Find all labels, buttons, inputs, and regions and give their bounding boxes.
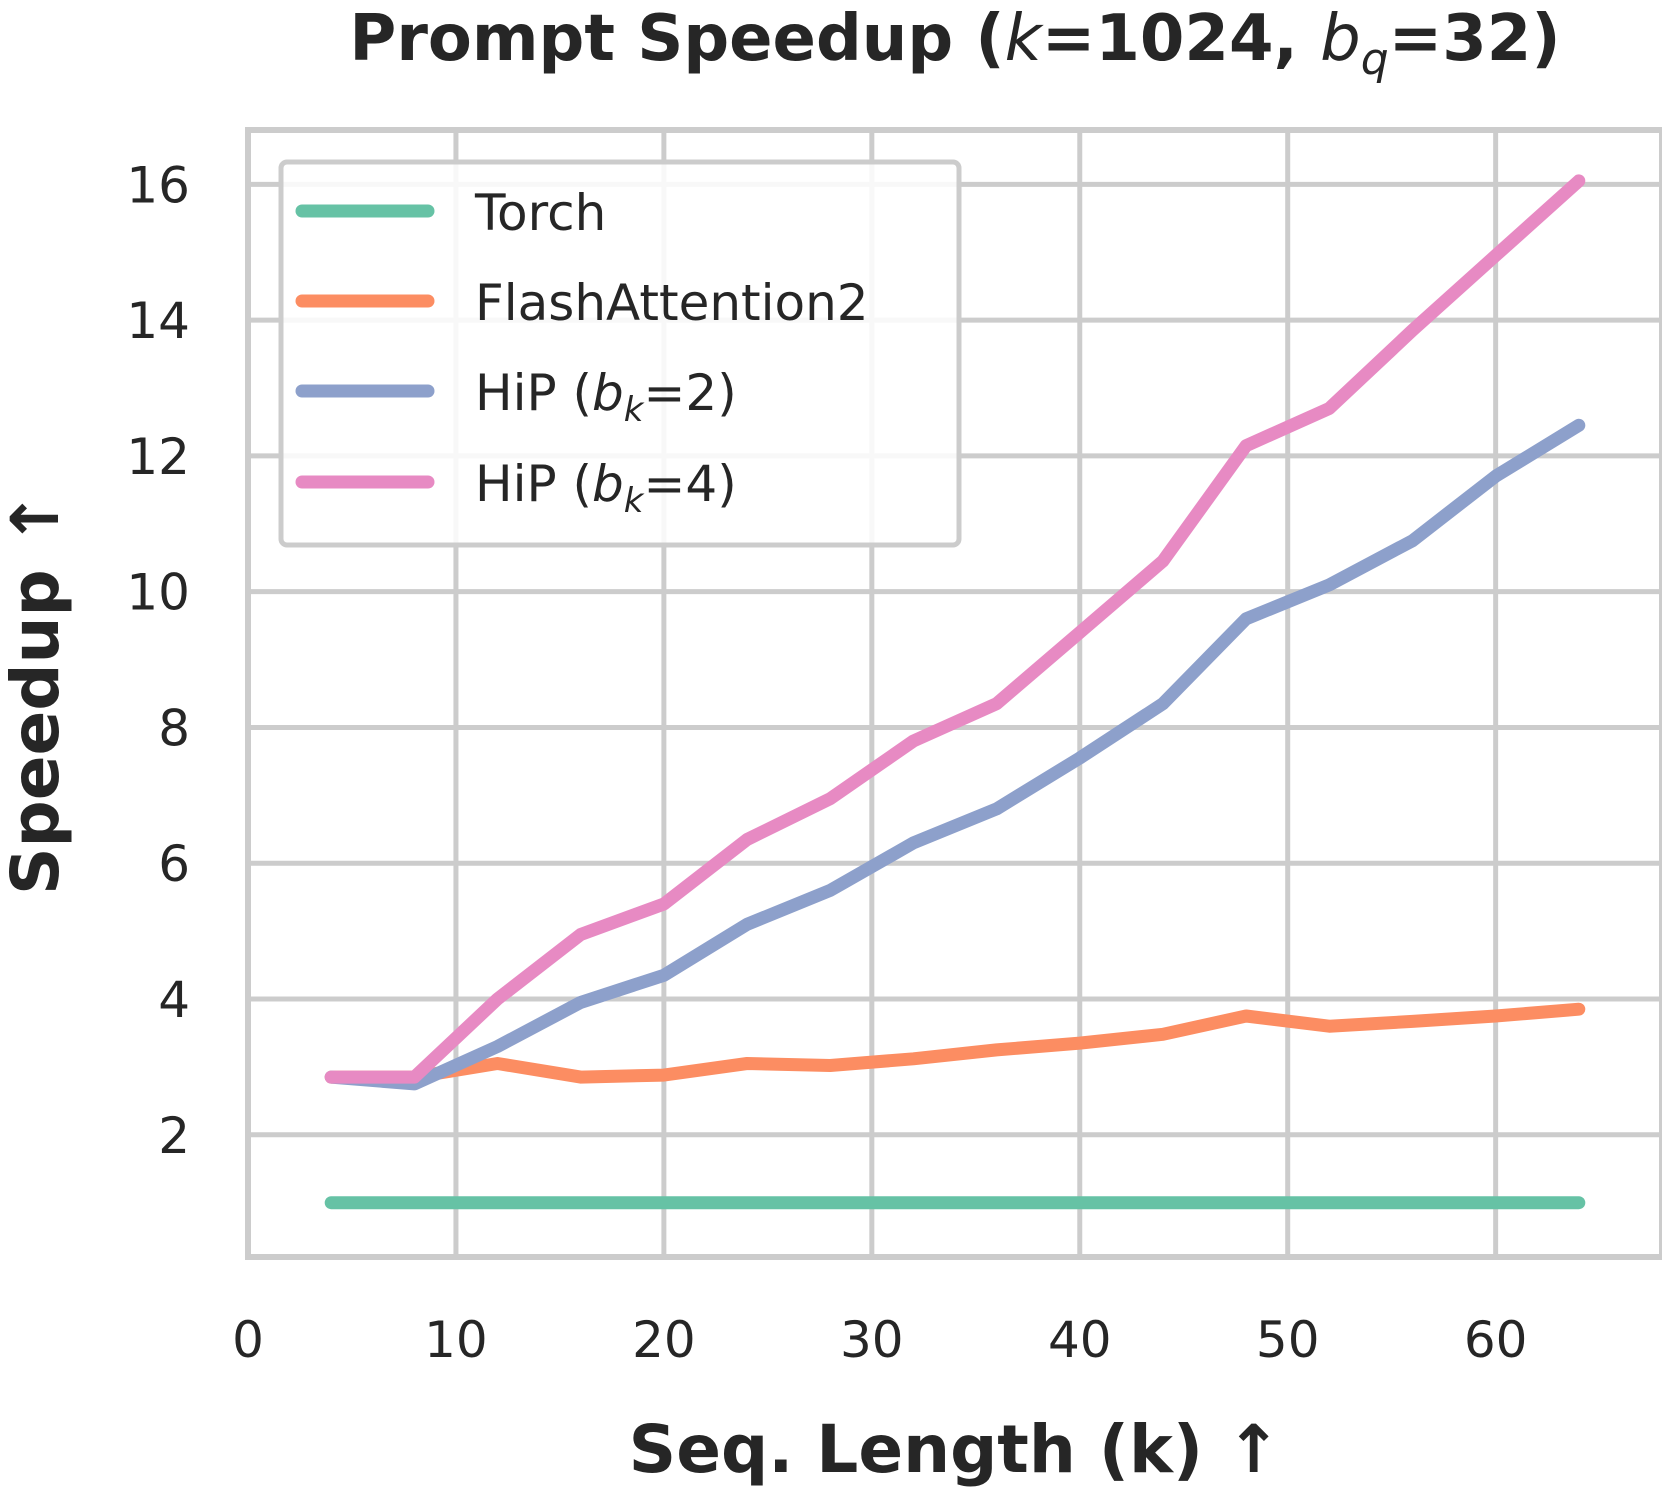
y-tick-label-4: 4 xyxy=(158,971,190,1029)
x-tick-label-60: 60 xyxy=(1464,1311,1528,1369)
legend-box xyxy=(278,159,962,548)
legend-label-hip-bk2-symbol: b xyxy=(592,364,624,422)
y-tick-label-6: 6 xyxy=(158,835,190,893)
legend-label-torch: Torch xyxy=(474,184,606,242)
chart-title-k-symbol: k xyxy=(1005,2,1045,76)
chart-title-main: Prompt Speedup ( xyxy=(349,2,1004,76)
x-tick-label-40: 40 xyxy=(1048,1311,1112,1369)
chart-title-k-value: =1024, xyxy=(1042,2,1320,76)
x-tick-label-10: 10 xyxy=(424,1311,488,1369)
legend-label-hip-bk4-subscript: k xyxy=(624,481,645,521)
series-lines xyxy=(324,174,1586,1210)
series-line-flashattention2 xyxy=(324,1002,1586,1084)
x-tick-label-50: 50 xyxy=(1256,1311,1320,1369)
y-tick-label-14: 14 xyxy=(126,292,190,350)
legend-label-hip-bk2-prefix: HiP ( xyxy=(475,364,592,422)
legend: Torch FlashAttention2 HiP (bk=2) HiP (bk… xyxy=(278,159,962,548)
x-tick-label-20: 20 xyxy=(632,1311,696,1369)
legend-label-hip-bk2-subscript: k xyxy=(624,390,645,430)
series-line-hip-b-k-2 xyxy=(324,418,1586,1091)
y-tick-label-16: 16 xyxy=(126,156,190,214)
legend-label-hip-bk2: HiP (bk=2) xyxy=(475,364,737,430)
legend-label-hip-bk4: HiP (bk=4) xyxy=(475,455,737,521)
y-axis-label: Speedup ↑ xyxy=(0,491,74,895)
tick-labels: 0 10 20 30 40 50 60 2 4 6 8 10 12 14 16 xyxy=(126,156,1527,1369)
y-tick-label-8: 8 xyxy=(158,699,190,757)
chart-title-b-symbol: b xyxy=(1320,2,1361,76)
legend-label-hip-bk4-symbol: b xyxy=(592,455,624,513)
y-tick-label-10: 10 xyxy=(126,564,190,622)
plot-area-frame xyxy=(245,127,1662,1260)
legend-label-flashattention2: FlashAttention2 xyxy=(475,274,869,332)
x-tick-label-0: 0 xyxy=(232,1311,264,1369)
x-axis-label: Seq. Length (k) ↑ xyxy=(629,1411,1282,1488)
chart-title: Prompt Speedup (k=1024, bq=32) xyxy=(349,2,1560,85)
legend-label-hip-bk4-prefix: HiP ( xyxy=(475,455,592,513)
x-tick-label-30: 30 xyxy=(840,1311,904,1369)
chart-title-b-value: =32) xyxy=(1389,2,1561,76)
y-tick-label-2: 2 xyxy=(158,1107,190,1165)
legend-label-hip-bk4-suffix: =4) xyxy=(644,455,737,513)
series-line-hip-b-k-4 xyxy=(324,174,1586,1084)
chart-title-b-subscript: q xyxy=(1361,34,1389,85)
y-tick-label-12: 12 xyxy=(126,428,190,486)
legend-label-hip-bk2-suffix: =2) xyxy=(644,364,737,422)
